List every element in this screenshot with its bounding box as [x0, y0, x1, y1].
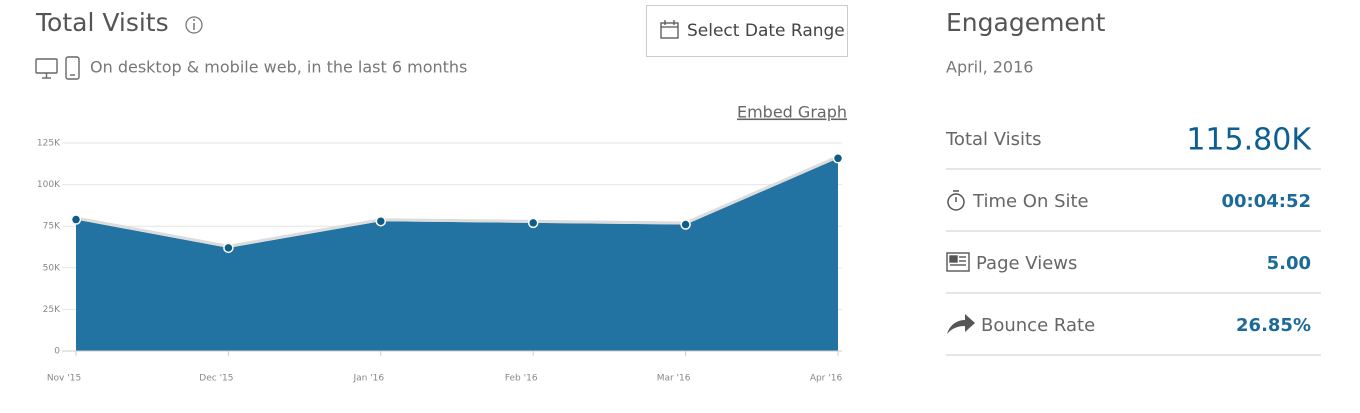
embed-link[interactable]: Embed Graph [737, 103, 847, 122]
y-tick-label: 75K [43, 222, 61, 232]
point [832, 153, 844, 164]
line [75, 155, 839, 248]
point [680, 219, 691, 230]
date-button-label[interactable]: Select Date Range [687, 21, 845, 41]
x-tick-label: Feb '16 [505, 374, 538, 384]
point [527, 217, 539, 229]
row-label: Total Visits [945, 129, 1042, 150]
row-value: 5.00 [1267, 253, 1311, 274]
date-button[interactable] [646, 5, 848, 57]
x-tick-label: Mar '16 [657, 374, 691, 384]
title: Total Visits [35, 8, 169, 37]
row-label: Bounce Rate [981, 315, 1095, 336]
engagement-period: April, 2016 [946, 58, 1033, 77]
calendar-icon [660, 20, 679, 39]
point [70, 214, 82, 225]
row-value: 26.85% [1236, 315, 1311, 336]
y-tick-label: 25K [43, 305, 61, 315]
row-label: Time On Site [972, 191, 1089, 212]
x-tick-label: Jan '16 [352, 374, 384, 384]
info-icon[interactable] [185, 16, 203, 34]
x-tick-label: Apr '16 [810, 374, 843, 384]
area [76, 158, 838, 351]
y-tick-label: 125K [37, 139, 61, 149]
y-tick-label: 50K [43, 263, 61, 273]
row-value: 115.80K [1186, 123, 1312, 158]
share-icon [947, 314, 975, 334]
y-tick-label: 0 [54, 347, 60, 357]
row-separators [946, 168, 1321, 356]
x-tick-label: Nov '15 [47, 374, 81, 384]
stopwatch-icon [947, 190, 965, 211]
y-tick-label: 100K [37, 180, 61, 190]
x-tick-label: Dec '15 [199, 374, 233, 384]
subtitle: On desktop & mobile web, in the last 6 m… [90, 58, 467, 77]
row-label: Page Views [976, 253, 1077, 274]
row-value: 00:04:52 [1221, 191, 1311, 212]
pageview-icon [946, 252, 970, 272]
engagement-title: Engagement [946, 8, 1106, 37]
point [375, 215, 387, 227]
point [223, 242, 234, 254]
chart: 0 25K 50K 75K 100K 125K Nov '15 Dec '15 Jan '16 F… [37, 139, 844, 384]
device-icons [35, 56, 80, 80]
